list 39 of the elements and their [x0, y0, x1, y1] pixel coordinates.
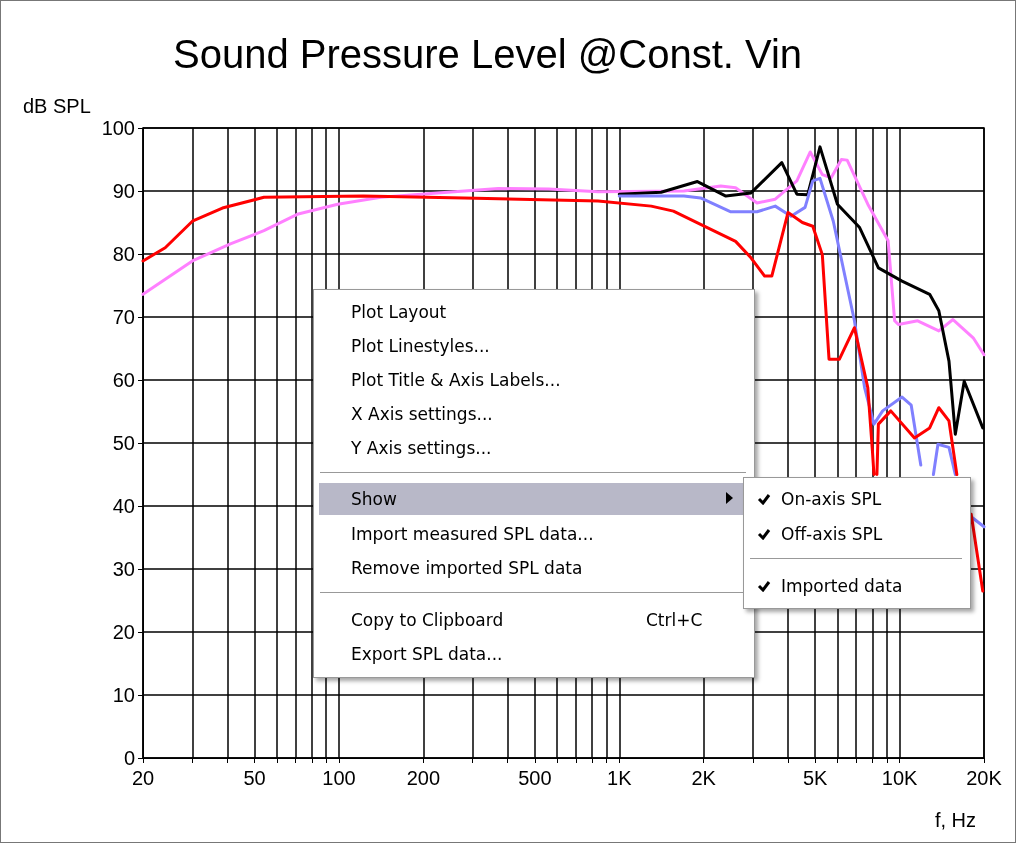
annotation: Plot Linestyles... [351, 335, 490, 357]
x-tick-label: 2K [691, 767, 717, 789]
annotation: Plot Layout [351, 301, 447, 323]
annotation: Ctrl+C [646, 609, 703, 631]
y-tick-label: 10 [112, 684, 135, 706]
submenu: On-axis SPL Off-axis SPL Imported data [743, 477, 971, 609]
annotation: Import measured SPL data... [351, 523, 594, 545]
x-tick-label: 20K [966, 767, 1003, 789]
annotation: Y Axis settings... [351, 437, 492, 459]
y-tick-label: 70 [112, 306, 135, 328]
y-tick-label: 0 [123, 747, 135, 769]
annotation: Export SPL data... [351, 643, 503, 665]
annotation: On-axis SPL [781, 488, 882, 510]
annotation: Imported data [781, 575, 903, 597]
annotation: Remove imported SPL data [351, 557, 583, 579]
x-tick-label: 500 [518, 767, 552, 789]
y-tick-label: 100 [101, 117, 135, 139]
annotation: Off-axis SPL [781, 523, 883, 545]
annotation: Show [351, 488, 397, 510]
x-axis-title: f, Hz [934, 809, 976, 831]
y-tick-label: 50 [112, 432, 135, 454]
x-tick-label: 10K [881, 767, 919, 789]
y-tick-label: 60 [112, 369, 135, 391]
y-tick-label: 30 [112, 558, 135, 580]
y-tick-label: 20 [112, 621, 135, 643]
x-tick-label: 100 [322, 767, 356, 789]
y-tick-label: 90 [112, 180, 135, 202]
chart-title: Sound Pressure Level @Const. Vin [173, 32, 803, 76]
x-tick-label: 5K [802, 767, 829, 789]
annotation: Plot Title & Axis Labels... [351, 369, 561, 391]
annotation: X Axis settings... [351, 403, 493, 425]
x-tick-label: 50 [243, 767, 266, 789]
y-axis-title: dB SPL [23, 95, 91, 117]
x-tick-label: 1K [607, 767, 633, 789]
y-tick-label: 80 [112, 243, 135, 265]
y-tick-label: 40 [112, 495, 135, 517]
x-tick-label: 200 [406, 767, 441, 789]
annotation: Copy to Clipboard [351, 609, 504, 631]
x-tick-label: 20 [131, 767, 155, 789]
